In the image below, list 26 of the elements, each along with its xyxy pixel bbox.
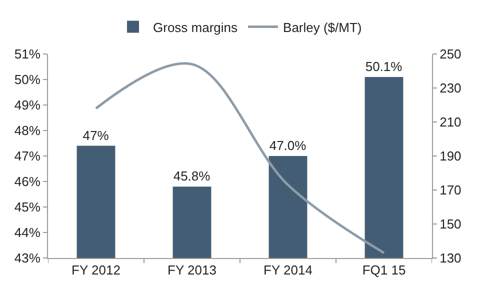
y-tick-label: 50% [14, 72, 41, 88]
y2-tick-label: 230 [440, 80, 462, 96]
data-label: 45.8% [173, 168, 211, 184]
y-tick-label: 46% [14, 174, 41, 190]
y-tick-label: 51% [14, 46, 41, 62]
y-tick-label: 48% [14, 123, 41, 138]
x-tick-label: FY 2012 [72, 262, 120, 278]
y2-tick-label: 170 [440, 182, 462, 198]
y-tick-label: 44% [14, 225, 41, 240]
y2-tick-label: 250 [440, 46, 462, 62]
x-tick-label: FY 2014 [264, 262, 312, 278]
y-tick-label: 43% [14, 250, 41, 266]
legend-label: Gross margins [153, 20, 238, 35]
y2-tick-label: 130 [440, 250, 462, 266]
y-tick-label: 47% [14, 148, 41, 164]
y2-tick-label: 190 [440, 148, 462, 164]
data-label: 50.1% [365, 58, 403, 74]
y-tick-label: 45% [14, 200, 41, 215]
y2-tick-label: 150 [440, 216, 462, 232]
x-tick-label: FY 2013 [168, 262, 216, 278]
y2-tick-label: 210 [440, 114, 462, 130]
legend-label: Barley ($/MT) [283, 20, 362, 35]
data-label: 47.0% [269, 138, 307, 153]
x-tick-label: FQ1 15 [362, 262, 406, 278]
data-label: 47% [82, 128, 110, 143]
y-tick-label: 49% [14, 98, 41, 113]
